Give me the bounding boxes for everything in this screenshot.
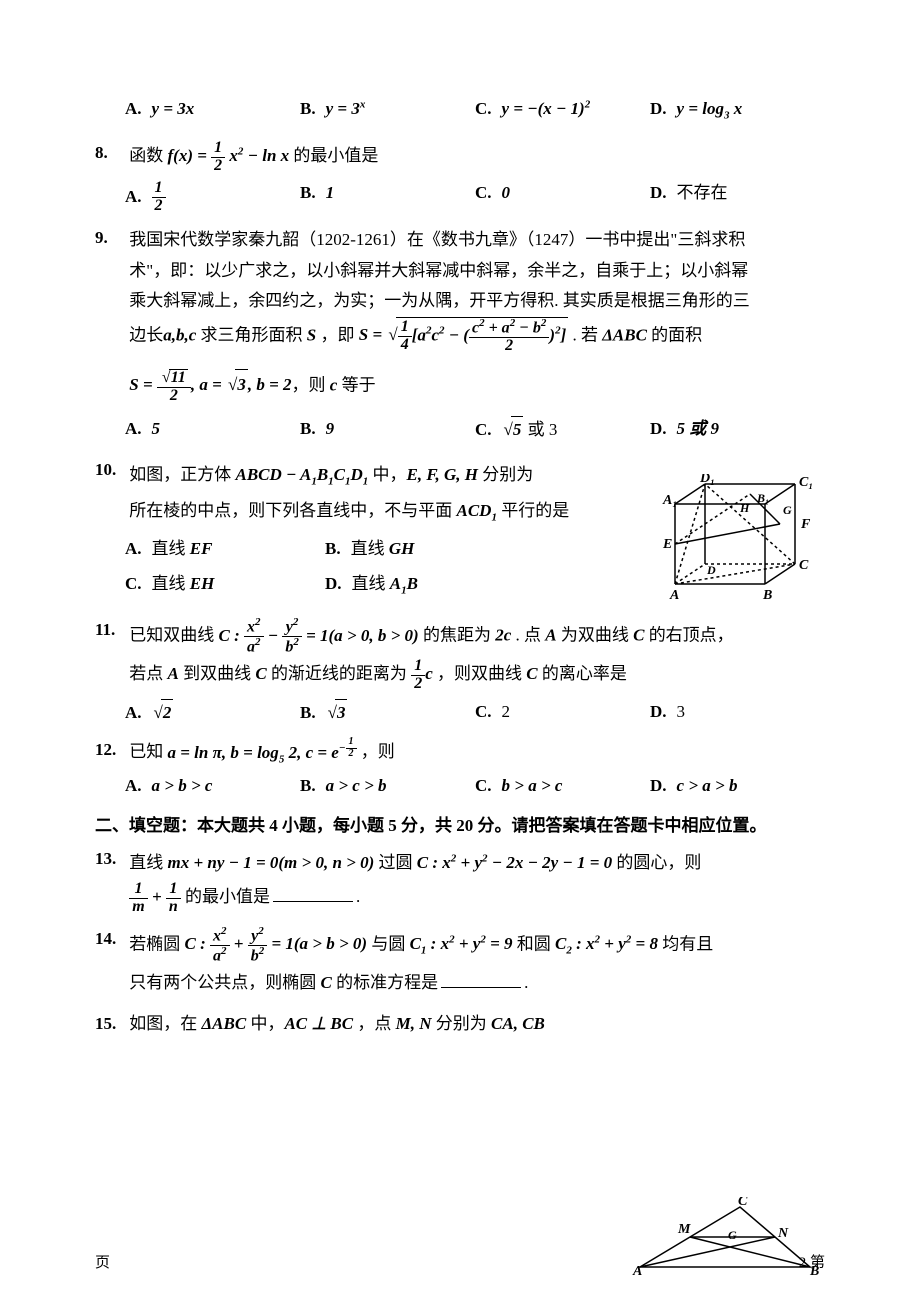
question-8: 8. 函数 f(x) = 12 x2 − ln x 的最小值是 A.12 B.1… bbox=[95, 140, 825, 215]
q10-number: 10. bbox=[95, 457, 125, 483]
footer-left: 页 bbox=[95, 1252, 110, 1275]
q10-opt-b: B.直线 GH bbox=[325, 536, 525, 562]
section-2-heading: 二、填空题：本大题共 4 小题，每小题 5 分，共 20 分。请把答案填在答题卡… bbox=[95, 813, 825, 839]
q10-opt-a: A.直线 EF bbox=[125, 536, 325, 562]
q9-stem: 我国宋代数学家秦九韶（1202-1261）在《数书九章》（1247）一书中提出"… bbox=[129, 225, 819, 404]
svg-text:D₁: D₁ bbox=[699, 474, 715, 486]
q11-opt-b: B.3 bbox=[300, 699, 475, 726]
q12-number: 12. bbox=[95, 737, 125, 763]
q8-opt-c: C.0 bbox=[475, 180, 650, 215]
q8-opt-b: B.1 bbox=[300, 180, 475, 215]
q7-opt-c: C.y = −(x − 1)2 bbox=[475, 96, 650, 124]
q11-opt-a: A.2 bbox=[125, 699, 300, 726]
q13-number: 13. bbox=[95, 846, 125, 872]
q9-opt-d: D.5 或 9 bbox=[650, 416, 825, 443]
q12-options: A.a > b > c B.a > c > b C.b > a > c D.c … bbox=[125, 773, 825, 799]
q13-stem: 直线 mx + ny − 1 = 0(m > 0, n > 0) 过圆 C : … bbox=[129, 846, 819, 915]
q9-number: 9. bbox=[95, 225, 125, 251]
q10-opt-c: C.直线 EH bbox=[125, 571, 325, 599]
question-13: 13. 直线 mx + ny − 1 = 0(m > 0, n > 0) 过圆 … bbox=[95, 846, 825, 915]
q11-opt-c: C.2 bbox=[475, 699, 650, 726]
q14-number: 14. bbox=[95, 926, 125, 952]
q8-opt-a: A.12 bbox=[125, 180, 300, 215]
q7-opt-a: A.y = 3x bbox=[125, 96, 300, 124]
q12-opt-b: B.a > c > b bbox=[300, 773, 475, 799]
q8-opt-d: D.不存在 bbox=[650, 180, 825, 215]
q7-opt-d: D.y = log3 x bbox=[650, 96, 825, 124]
question-15: 15. 如图，在 ΔABC 中，AC ⊥ BC ，点 M, N 分别为 CA, … bbox=[95, 1011, 825, 1037]
q11-number: 11. bbox=[95, 617, 125, 643]
q12-opt-d: D.c > a > b bbox=[650, 773, 825, 799]
q11-options: A.2 B.3 C.2 D.3 bbox=[125, 699, 825, 726]
q9-options: A.5 B.9 C.5 或 3 D.5 或 9 bbox=[125, 416, 825, 443]
q8-options: A.12 B.1 C.0 D.不存在 bbox=[125, 180, 825, 215]
q15-number: 15. bbox=[95, 1011, 125, 1037]
q9-opt-a: A.5 bbox=[125, 416, 300, 443]
q8-stem: 函数 f(x) = 12 x2 − ln x 的最小值是 bbox=[129, 140, 819, 175]
svg-text:N: N bbox=[777, 1226, 789, 1241]
q8-number: 8. bbox=[95, 140, 125, 166]
question-9: 9. 我国宋代数学家秦九韶（1202-1261）在《数书九章》（1247）一书中… bbox=[95, 225, 825, 443]
svg-text:C: C bbox=[799, 558, 809, 573]
svg-text:A: A bbox=[669, 588, 679, 603]
svg-text:B₁: B₁ bbox=[756, 491, 769, 505]
q10-options: A.直线 EF B.直线 GH C.直线 EH D.直线 A1B bbox=[125, 536, 525, 599]
q10-stem: 如图，正方体 ABCD − A1B1C1D1 中，E, F, G, H 分别为 … bbox=[129, 457, 639, 530]
svg-text:C: C bbox=[738, 1197, 748, 1209]
q12-stem: 已知 a = ln π, b = log5 2, c = e−12 ，则 bbox=[129, 737, 819, 767]
cube-figure: A B C D A₁ B₁ C₁ D₁ E F G H bbox=[645, 474, 825, 634]
svg-text:A₁: A₁ bbox=[662, 493, 677, 508]
svg-text:F: F bbox=[800, 517, 811, 532]
q7-options: A.y = 3x B.y = 3x C.y = −(x − 1)2 D.y = … bbox=[125, 96, 825, 124]
svg-text:H: H bbox=[739, 501, 750, 515]
svg-text:B: B bbox=[762, 588, 772, 603]
q7-opt-b: B.y = 3x bbox=[300, 96, 475, 124]
svg-text:M: M bbox=[677, 1222, 691, 1237]
footer-right: 2 第 bbox=[799, 1252, 825, 1275]
question-14: 14. 若椭圆 C : x2a2 + y2b2 = 1(a > b > 0) 与… bbox=[95, 926, 825, 1001]
svg-text:G: G bbox=[783, 503, 792, 517]
q14-blank bbox=[441, 974, 521, 988]
svg-text:D: D bbox=[706, 563, 716, 577]
svg-text:G: G bbox=[728, 1228, 737, 1242]
q14-stem: 若椭圆 C : x2a2 + y2b2 = 1(a > b > 0) 与圆 C1… bbox=[129, 926, 819, 1001]
svg-text:C₁: C₁ bbox=[799, 475, 813, 490]
q9-opt-b: B.9 bbox=[300, 416, 475, 443]
q15-stem: 如图，在 ΔABC 中，AC ⊥ BC ，点 M, N 分别为 CA, CB bbox=[129, 1011, 579, 1037]
svg-text:E: E bbox=[662, 537, 672, 552]
question-12: 12. 已知 a = ln π, b = log5 2, c = e−12 ，则… bbox=[95, 737, 825, 799]
page-footer: 页 2 第 bbox=[95, 1252, 825, 1275]
q10-opt-d: D.直线 A1B bbox=[325, 571, 525, 599]
q12-opt-a: A.a > b > c bbox=[125, 773, 300, 799]
q13-blank bbox=[273, 888, 353, 902]
q9-opt-c: C.5 或 3 bbox=[475, 416, 650, 443]
q11-opt-d: D.3 bbox=[650, 699, 825, 726]
q12-opt-c: C.b > a > c bbox=[475, 773, 650, 799]
